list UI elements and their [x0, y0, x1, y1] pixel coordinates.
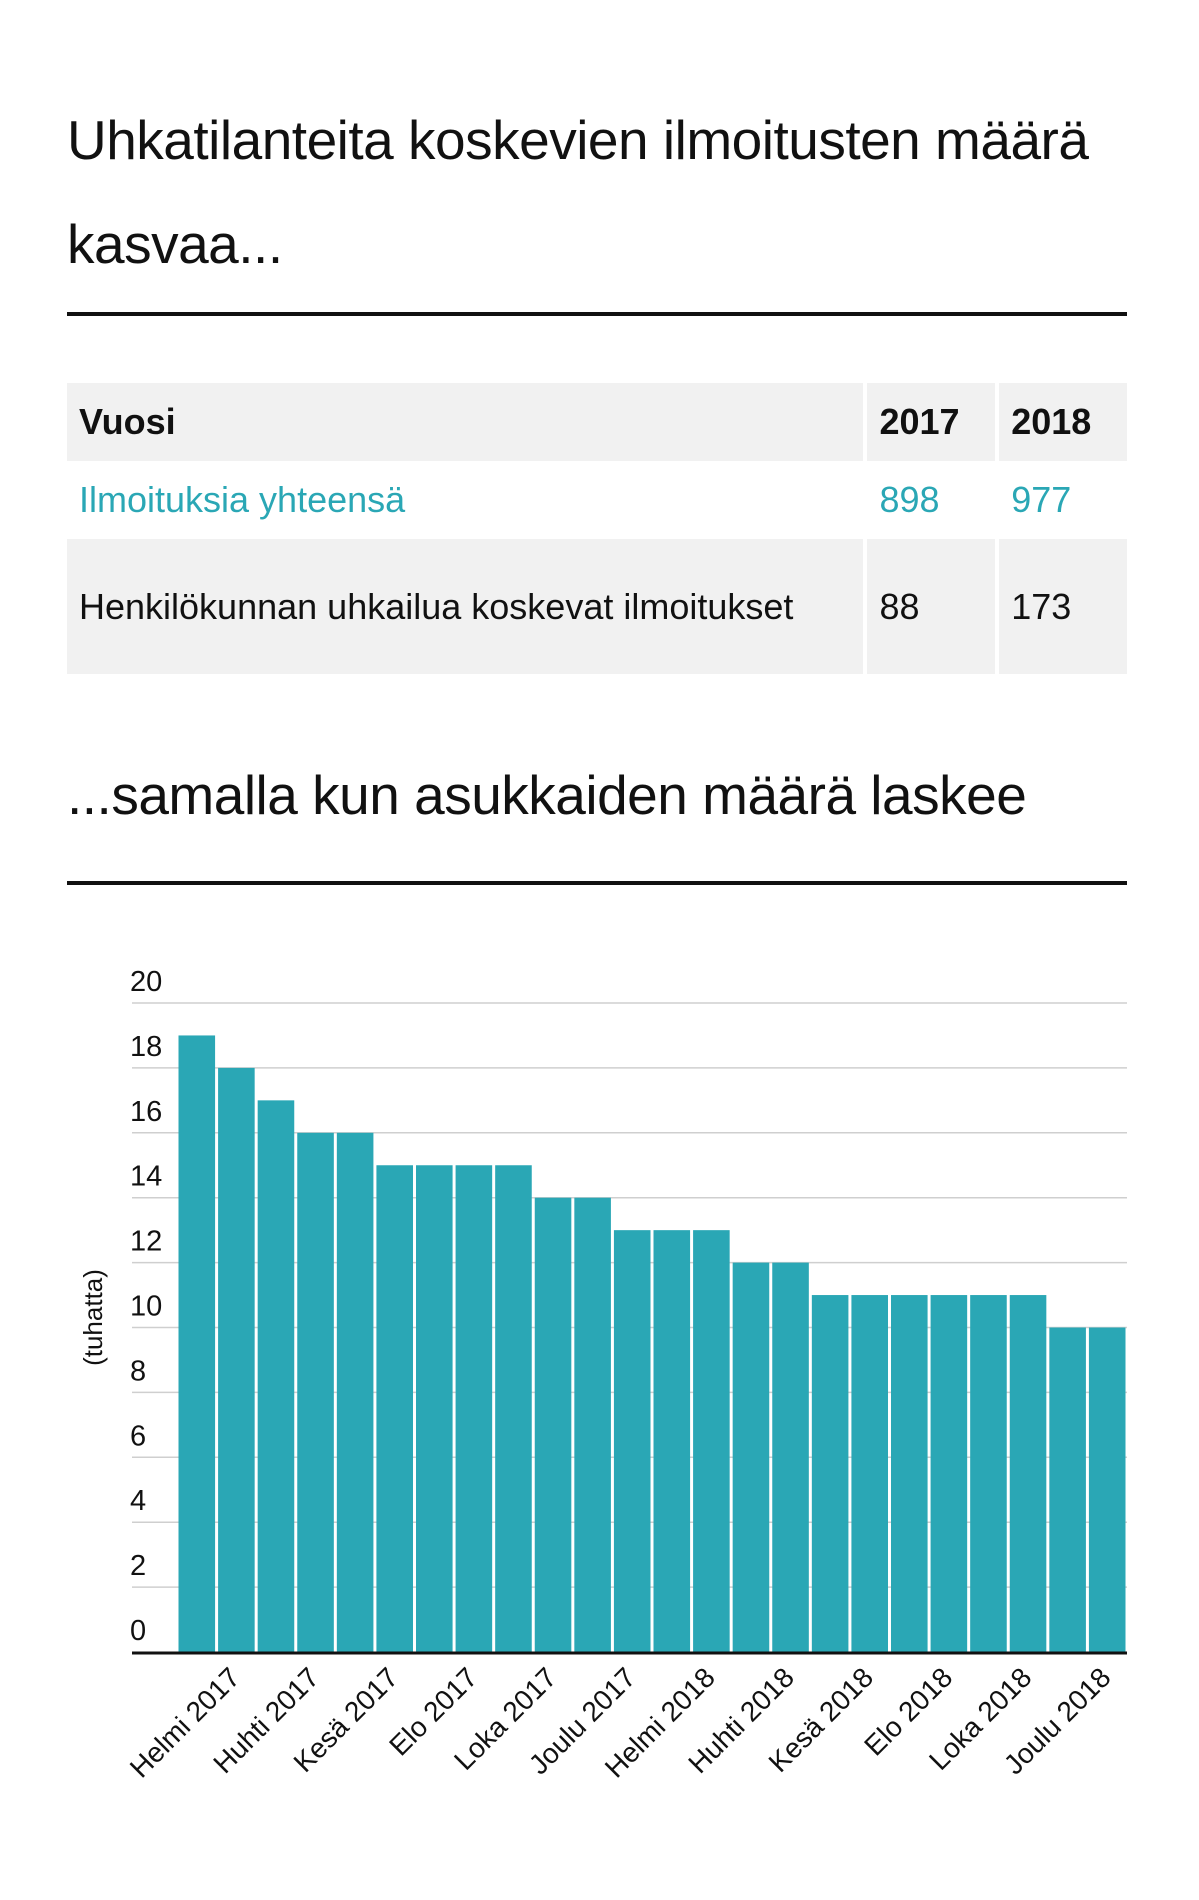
y-tick-label: 2	[130, 1550, 146, 1582]
y-tick-label: 6	[130, 1420, 146, 1452]
bar	[416, 1165, 453, 1652]
bar	[218, 1067, 255, 1652]
y-tick-label: 0	[130, 1615, 146, 1647]
bar	[1009, 1295, 1047, 1652]
bar	[653, 1230, 691, 1652]
y-tick-label: 14	[130, 1161, 162, 1193]
bar	[574, 1197, 611, 1652]
bars	[178, 1035, 1126, 1652]
y-axis-label: (tuhatta)	[78, 1269, 108, 1366]
bar	[1088, 1327, 1126, 1652]
table-header-row: Vuosi 2017 2018	[67, 383, 1127, 461]
table-cell-value: 898	[863, 461, 996, 539]
bar	[336, 1132, 374, 1652]
bar-chart: 0 2 4 6 8 10 12 14 16 18 20 Helmi 2017 Huhti 2017 Ke…	[0, 930, 1199, 1890]
table-cell-value: 977	[995, 461, 1127, 539]
table-header-cell: Vuosi	[67, 383, 864, 461]
y-tick-label: 4	[130, 1485, 146, 1517]
bar	[613, 1230, 651, 1652]
stats-table: Vuosi 2017 2018 Ilmoituksia yhteensä 898…	[67, 383, 1127, 674]
table-header-cell: 2018	[995, 383, 1127, 461]
table-row: Ilmoituksia yhteensä 898 977	[67, 461, 1127, 539]
bar	[732, 1262, 770, 1652]
subtitle-divider	[67, 881, 1127, 885]
bar	[455, 1165, 493, 1652]
table-cell-label: Ilmoituksia yhteensä	[67, 461, 864, 539]
bar	[772, 1262, 809, 1652]
bar	[851, 1295, 888, 1652]
y-tick-label: 8	[130, 1355, 146, 1387]
table-header-cell: 2017	[863, 383, 996, 461]
bar	[970, 1295, 1007, 1652]
bar	[297, 1132, 334, 1652]
y-axis-ticks: 0 2 4 6 8 10 12 14 16 18 20	[130, 966, 162, 1647]
table-cell-value: 173	[995, 539, 1127, 674]
bar	[534, 1197, 572, 1652]
bar	[930, 1295, 968, 1652]
chart-title: Uhkatilanteita koskevien ilmoitusten mää…	[67, 109, 1089, 275]
chart-subtitle: ...samalla kun asukkaiden määrä laskee	[67, 764, 1027, 826]
bar	[811, 1295, 849, 1652]
y-tick-label: 16	[130, 1096, 162, 1128]
y-tick-label: 12	[130, 1226, 162, 1258]
table-row: Henkilökunnan uhkailua koskevat ilmoituk…	[67, 539, 1127, 674]
y-tick-label: 20	[130, 966, 162, 998]
table-cell-value: 88	[863, 539, 996, 674]
bar	[495, 1165, 532, 1652]
bar	[257, 1100, 295, 1652]
bar	[376, 1165, 413, 1652]
bar	[891, 1295, 928, 1652]
y-tick-label: 10	[130, 1291, 162, 1323]
y-tick-label: 18	[130, 1031, 162, 1063]
bar	[693, 1230, 730, 1652]
table-cell-label: Henkilökunnan uhkailua koskevat ilmoituk…	[67, 539, 864, 674]
bar	[178, 1035, 216, 1652]
title-divider	[67, 312, 1127, 316]
bar	[1049, 1327, 1086, 1652]
